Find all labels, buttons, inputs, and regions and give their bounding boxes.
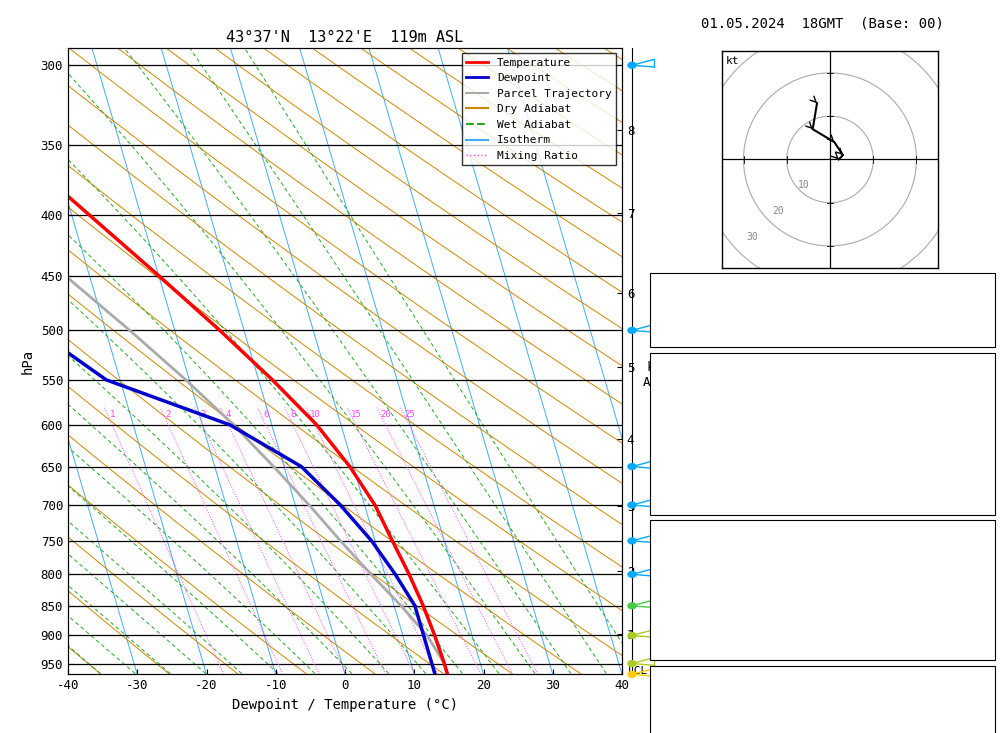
Text: 13: 13 [968,407,983,419]
Y-axis label: hPa: hPa [21,348,35,374]
Text: Totals Totals: Totals Totals [662,305,760,318]
Text: Hodograph: Hodograph [789,676,856,688]
Text: © weatheronline.co.uk: © weatheronline.co.uk [744,707,901,720]
Legend: Temperature, Dewpoint, Parcel Trajectory, Dry Adiabat, Wet Adiabat, Isotherm, Mi: Temperature, Dewpoint, Parcel Trajectory… [462,54,616,166]
Text: 207: 207 [960,618,983,631]
Text: 30: 30 [746,232,758,243]
Title: 43°37'N  13°22'E  119m ASL: 43°37'N 13°22'E 119m ASL [226,30,464,45]
Y-axis label: km
ASL: km ASL [643,361,665,389]
Text: SREH: SREH [662,720,692,732]
Text: 2.4: 2.4 [960,327,983,340]
Text: CIN (J): CIN (J) [662,495,714,507]
Text: EH: EH [662,698,677,710]
Text: Surface: Surface [796,363,849,375]
Text: 52: 52 [968,305,983,318]
Text: K: K [662,283,670,296]
Text: θᴇ (K): θᴇ (K) [662,574,707,587]
Text: 975: 975 [960,552,983,565]
Text: -26: -26 [960,720,983,732]
Text: -77: -77 [960,698,983,710]
Text: 91: 91 [968,495,983,507]
Text: 8: 8 [290,410,296,419]
Text: 4: 4 [226,410,231,419]
Text: Lifted Index: Lifted Index [662,451,752,463]
Text: kt: kt [726,56,740,66]
Text: 182: 182 [960,473,983,485]
Text: -0: -0 [968,596,983,609]
Text: Lifted Index: Lifted Index [662,596,752,609]
Text: 3: 3 [200,410,206,419]
X-axis label: Dewpoint / Temperature (°C): Dewpoint / Temperature (°C) [232,698,458,712]
Text: 20: 20 [380,410,391,419]
Text: 01.05.2024  18GMT  (Base: 00): 01.05.2024 18GMT (Base: 00) [701,16,944,30]
Text: Pressure (mb): Pressure (mb) [662,552,760,565]
Text: 315: 315 [960,574,983,587]
Text: Most Unstable: Most Unstable [774,530,871,543]
Text: θᴇ(K): θᴇ(K) [662,429,700,441]
Text: Dewp (°C): Dewp (°C) [662,407,730,419]
Text: 14.8: 14.8 [953,385,983,397]
Text: 6: 6 [263,410,268,419]
Text: 53: 53 [968,640,983,653]
Text: -1: -1 [968,451,983,463]
Text: 2: 2 [166,410,171,419]
Text: LCL: LCL [628,666,648,676]
Text: CAPE (J): CAPE (J) [662,618,722,631]
Text: 15: 15 [350,410,361,419]
Text: 10: 10 [798,180,810,191]
Text: CIN (J): CIN (J) [662,640,714,653]
Text: 31: 31 [968,283,983,296]
Text: 20: 20 [772,207,784,216]
Text: 10: 10 [310,410,320,419]
Text: Temp (°C): Temp (°C) [662,385,730,397]
Text: CAPE (J): CAPE (J) [662,473,722,485]
Text: 25: 25 [404,410,415,419]
Text: 1: 1 [109,410,115,419]
Text: PW (cm): PW (cm) [662,327,714,340]
Text: 315: 315 [960,429,983,441]
